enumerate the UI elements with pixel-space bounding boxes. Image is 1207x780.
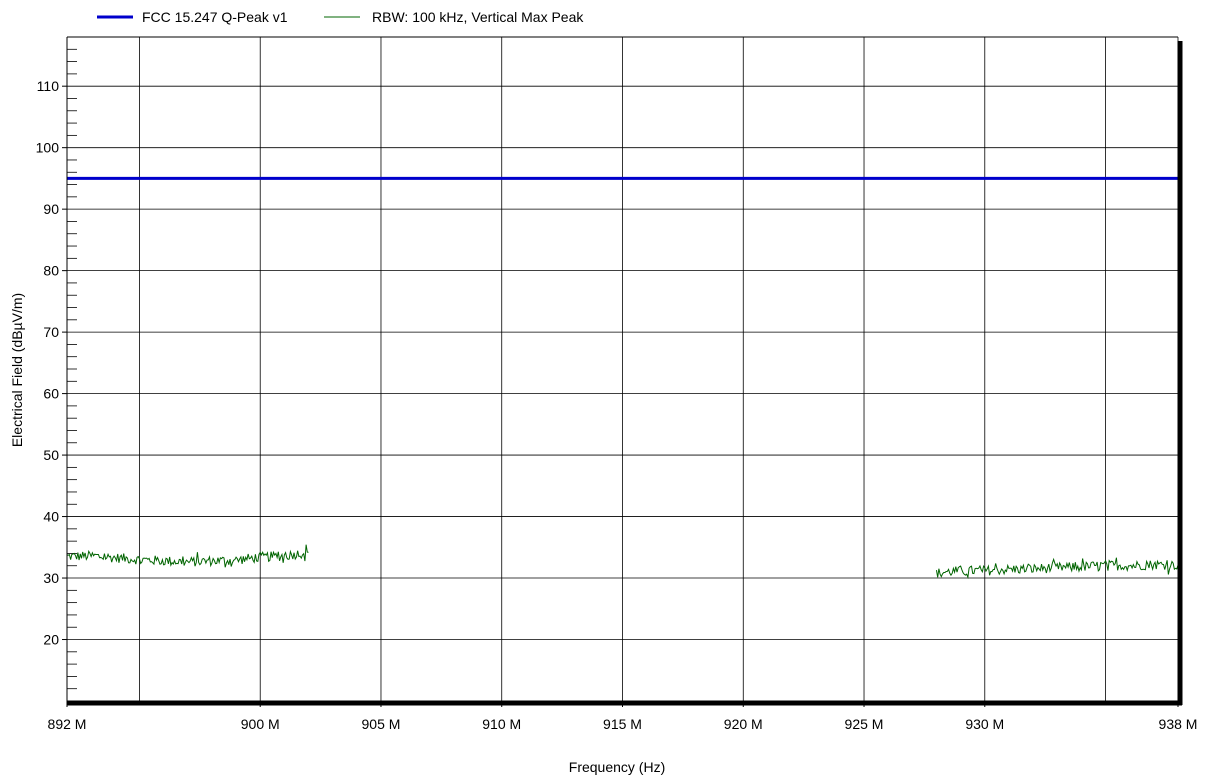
y-tick-label-6: 80 bbox=[43, 263, 59, 279]
y-tick-label-0: 20 bbox=[43, 632, 59, 648]
legend-label-trace: RBW: 100 kHz, Vertical Max Peak bbox=[372, 9, 584, 25]
x-tick-label-4: 915 M bbox=[603, 716, 642, 732]
y-tick-label-3: 50 bbox=[43, 447, 59, 463]
x-tick-label-1: 900 M bbox=[241, 716, 280, 732]
y-tick-label-2: 40 bbox=[43, 509, 59, 525]
trace-segment-0 bbox=[66, 544, 309, 568]
y-tick-label-5: 70 bbox=[43, 324, 59, 340]
grid bbox=[66, 37, 1179, 701]
legend: FCC 15.247 Q-Peak v1 RBW: 100 kHz, Verti… bbox=[97, 9, 584, 25]
x-tick-label-0: 892 M bbox=[48, 716, 87, 732]
x-tick-label-5: 920 M bbox=[724, 716, 763, 732]
trace-segment-1 bbox=[935, 557, 1179, 580]
y-minor-ticks bbox=[67, 48, 77, 690]
y-tick-label-1: 30 bbox=[43, 570, 59, 586]
x-axis-title: Frequency (Hz) bbox=[569, 759, 665, 775]
y-tick-label-7: 90 bbox=[43, 201, 59, 217]
plot-frame bbox=[62, 36, 1183, 707]
x-tick-label-8: 938 M bbox=[1159, 716, 1198, 732]
y-tick-labels: 20 30 40 50 60 70 80 90 100 110 bbox=[36, 78, 60, 647]
x-tick-label-6: 925 M bbox=[845, 716, 884, 732]
x-tick-label-2: 905 M bbox=[362, 716, 401, 732]
y-tick-label-8: 100 bbox=[36, 140, 60, 156]
legend-label-limit: FCC 15.247 Q-Peak v1 bbox=[142, 9, 288, 25]
x-tick-label-3: 910 M bbox=[482, 716, 521, 732]
y-tick-label-9: 110 bbox=[37, 78, 60, 94]
x-tick-label-7: 930 M bbox=[965, 716, 1004, 732]
series-layer bbox=[66, 176, 1179, 580]
y-tick-label-4: 60 bbox=[43, 386, 59, 402]
y-axis-title: Electrical Field (dBµV/m) bbox=[9, 293, 25, 447]
x-tick-labels: 892 M 900 M 905 M 910 M 915 M 920 M 925 M 930 M… bbox=[48, 716, 1198, 732]
